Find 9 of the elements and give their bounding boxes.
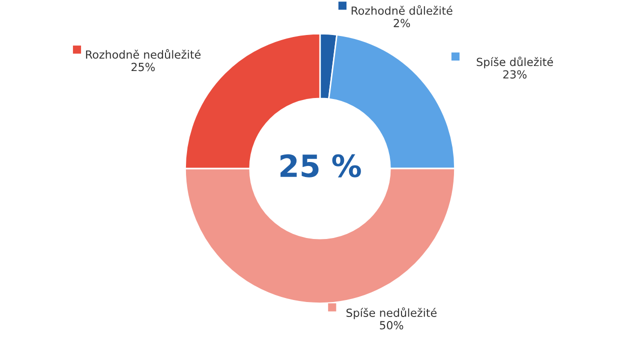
legend-label: Spíše důležité [476,56,553,68]
legend-label: Rozhodně nedůležité [86,49,201,59]
data-label: 50% [380,321,404,330]
data-label: 23% [503,70,527,79]
legend-label: Rozhodně důležité [352,5,452,15]
text: 25 % [280,154,361,178]
legend-label: Spíše nedůležité [346,307,437,320]
data-label: 25% [132,62,155,72]
data-label: 2% [394,18,410,28]
